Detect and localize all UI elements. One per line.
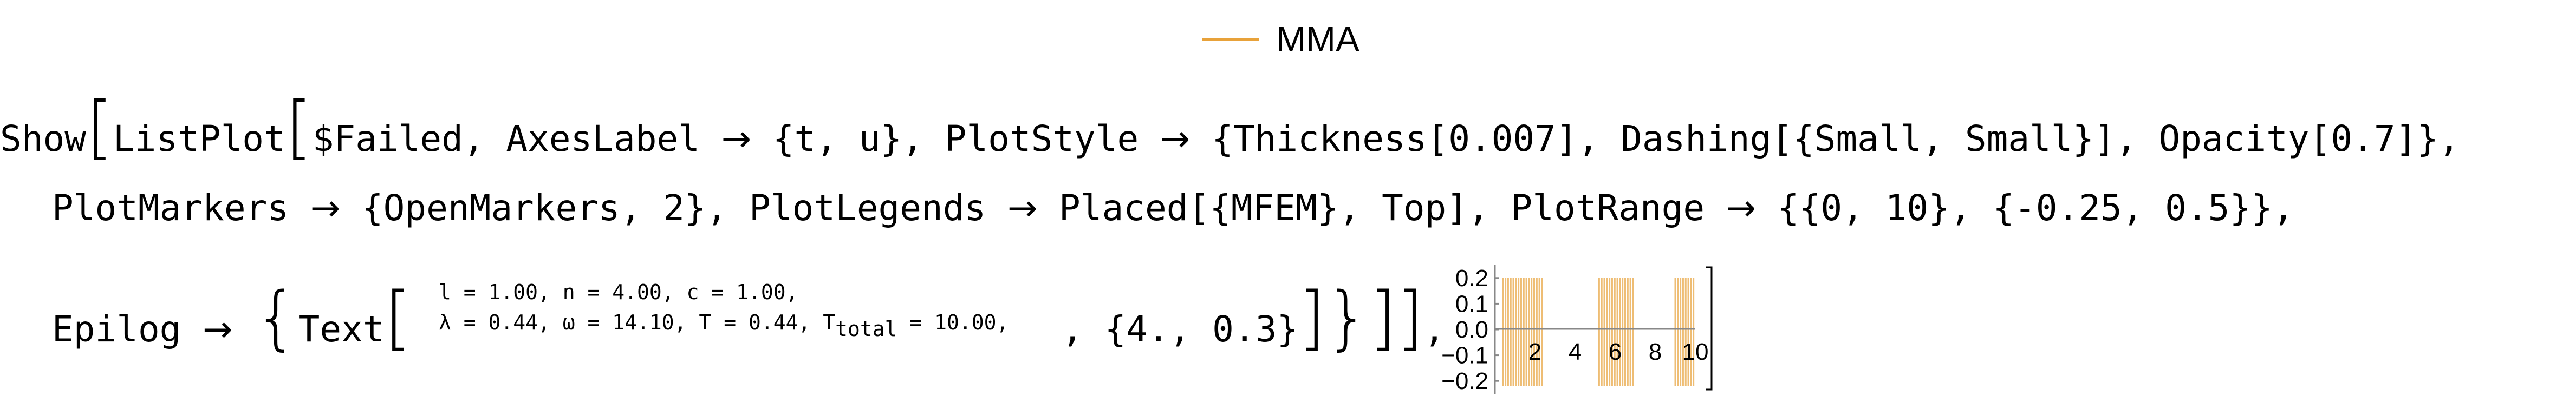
series-pulse: [1614, 278, 1618, 386]
code-line-1: Show[ListPlot[$Failed, AxesLabel → {t, u…: [0, 87, 2460, 168]
series-pulse: [1533, 278, 1538, 386]
x-tick-label: 10: [1682, 339, 1709, 365]
code-line-2: PlotMarkers → {OpenMarkers, 2}, PlotLege…: [52, 187, 2294, 229]
legend-swatch: [1202, 37, 1259, 41]
code-line-3: Epilog → {Text[: [52, 278, 412, 358]
series-pulse: [1674, 278, 1679, 386]
y-tick-label: 0.2: [1455, 265, 1488, 292]
x-tick-label: 8: [1649, 339, 1662, 365]
series-pulse: [1629, 278, 1634, 386]
series-pulse: [1609, 278, 1613, 386]
code-failed: $Failed, AxesLabel: [312, 118, 700, 160]
series-pulse: [1523, 278, 1527, 386]
series-pulse: [1502, 278, 1507, 386]
series-pulse: [1690, 278, 1695, 386]
code-line-3-tail: , {4., 0.3}]}]],: [1062, 278, 1446, 358]
series-pulse: [1507, 278, 1512, 386]
series-pulse: [1538, 278, 1543, 386]
x-tick-label: 6: [1609, 339, 1622, 365]
x-tick-label: 4: [1569, 339, 1582, 365]
series-pulse: [1518, 278, 1522, 386]
y-tick-label: 0.0: [1455, 316, 1488, 343]
y-tick-label: 0.1: [1455, 291, 1488, 317]
series-pulse: [1528, 278, 1533, 386]
legend-label: MMA: [1276, 19, 1359, 59]
orange-series: [1502, 278, 1695, 386]
code-axes-label: {t, u}, PlotStyle: [772, 118, 1139, 160]
y-tick-label: −0.2: [1441, 368, 1488, 394]
output-bracket: [1706, 266, 1713, 391]
plot-thumbnail: 0.20.10.0−0.1−0.2 2 4 6 8 10: [1441, 265, 1713, 394]
code-show: Show: [0, 118, 86, 160]
series-pulse: [1624, 278, 1629, 386]
series-pulse: [1684, 278, 1689, 386]
code-listplot: ListPlot: [113, 118, 285, 160]
series-pulse: [1598, 278, 1603, 386]
x-tick-label: 2: [1528, 339, 1541, 365]
plot-legend: MMA: [1202, 12, 1359, 66]
series-pulse: [1603, 278, 1608, 386]
series-pulse: [1512, 278, 1517, 386]
epilog-text-block: l = 1.00, n = 4.00, c = 1.00, λ = 0.44, …: [439, 280, 1009, 341]
code-plot-style: {Thickness[0.007], Dashing[{Small, Small…: [1212, 118, 2460, 160]
series-pulse: [1680, 278, 1684, 386]
y-tick-label: −0.1: [1441, 342, 1488, 369]
series-pulse: [1619, 278, 1624, 386]
